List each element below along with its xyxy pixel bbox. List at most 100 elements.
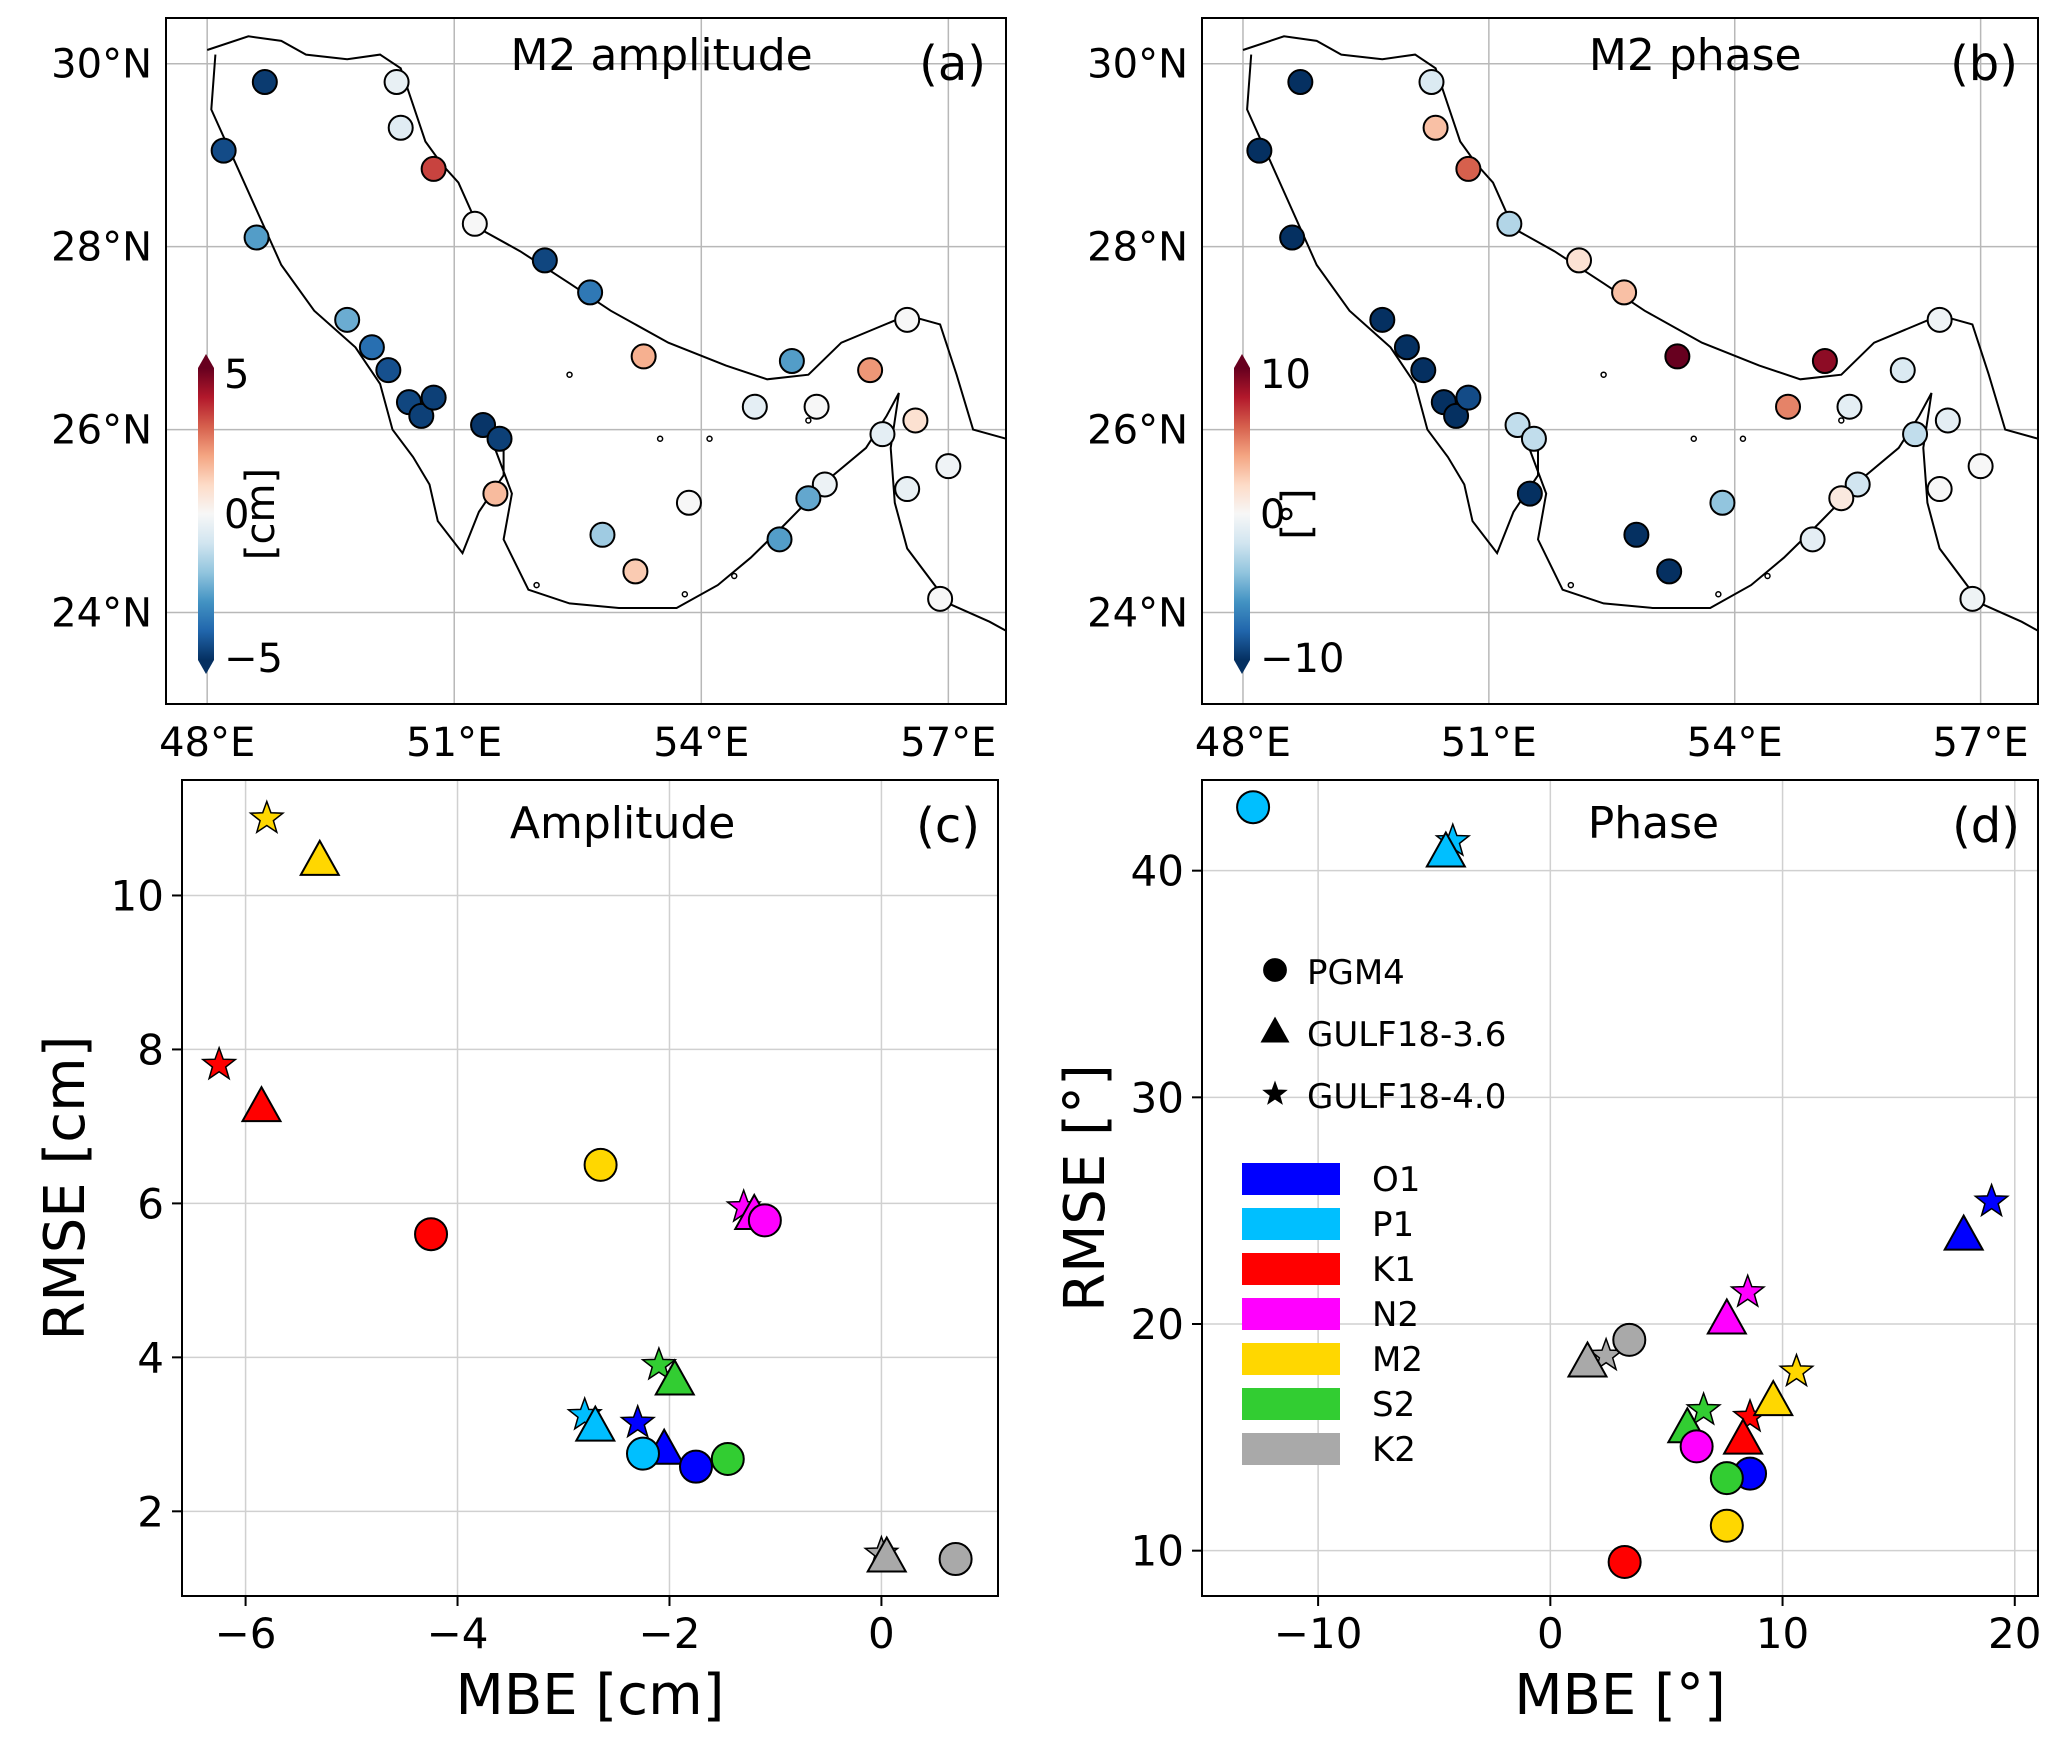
station-marker <box>420 155 447 182</box>
station-marker <box>461 210 488 237</box>
lat-tick-label: 28°N <box>51 225 152 271</box>
coastline-south <box>210 54 1007 632</box>
panel-label: (a) <box>919 36 986 92</box>
x-axis-label: MBE [cm] <box>456 1663 725 1728</box>
marker-m2-gulf18-4-0 <box>1778 1352 1815 1388</box>
marker-s2-pgm4 <box>710 1441 745 1476</box>
lat-tick-label: 26°N <box>51 408 152 454</box>
marker-m2-gulf18-3-6 <box>299 838 341 876</box>
station-marker <box>1709 489 1736 516</box>
scatter-panel-d: −10 0 10 20 10 20 30 40 Phase (d) MBE [°] RMSE [°] P… <box>1053 779 2042 1728</box>
station-marker <box>766 526 793 553</box>
island <box>566 371 573 378</box>
station-marker <box>1926 476 1953 503</box>
lon-tick-label: 57°E <box>900 720 996 766</box>
marker-m2-pgm4 <box>1709 1508 1744 1543</box>
map-panel-b: 30°N 28°N 26°N 24°N 48°E 51°E 54°E 57°E M2 phase… <box>1087 17 2039 766</box>
lon-tick-label: 54°E <box>653 720 749 766</box>
station-marker <box>1516 480 1543 507</box>
lon-tick-label: 48°E <box>159 720 255 766</box>
coastline-south <box>1246 54 2039 632</box>
island <box>533 581 540 589</box>
island <box>1690 435 1698 442</box>
marker-k1-gulf18-3-6 <box>240 1085 283 1123</box>
marker-p1-pgm4 <box>1236 790 1271 825</box>
marker-o1-pgm4 <box>678 1449 713 1484</box>
legend-label-k1: K1 <box>1372 1250 1416 1290</box>
station-marker <box>482 480 509 507</box>
colorbar-min-label: −5 <box>224 636 283 682</box>
lon-tick-label: 51°E <box>406 720 502 766</box>
station-marker <box>1828 485 1855 512</box>
colorbar-max-label: 10 <box>1260 352 1311 398</box>
marker-s2-gulf18-3-6 <box>654 1358 696 1396</box>
x-tick-label: 0 <box>1537 1609 1564 1658</box>
island <box>681 590 689 598</box>
station-marker <box>1811 348 1838 374</box>
station-marker <box>927 585 954 612</box>
lat-tick-label: 30°N <box>1087 42 1188 88</box>
marker-m2-gulf18-3-6 <box>1752 1379 1794 1417</box>
station-marker <box>1566 247 1593 274</box>
map-background <box>1202 18 2038 704</box>
legend-label-n2: N2 <box>1372 1295 1419 1335</box>
station-marker <box>470 412 497 439</box>
x-tick-label: −6 <box>215 1609 277 1658</box>
station-marker <box>251 69 278 96</box>
station-marker <box>1496 210 1523 237</box>
panel-title: M2 phase <box>1589 30 1802 81</box>
station-marker <box>630 343 657 370</box>
y-tick-label: 20 <box>1131 1300 1184 1349</box>
colorbar-extend-min <box>1234 660 1250 674</box>
x-tick-label: −10 <box>1274 1609 1363 1658</box>
marker-p1-gulf18-3-6 <box>574 1404 617 1442</box>
station-marker <box>622 558 649 585</box>
marker-n2-gulf18-4-0 <box>1729 1273 1766 1308</box>
panel-title: Phase <box>1588 798 1719 849</box>
colorbar-extend-min <box>198 660 214 674</box>
marker-n2-pgm4 <box>747 1203 782 1238</box>
station-marker <box>420 384 447 411</box>
legend-label-s2: S2 <box>1372 1385 1415 1425</box>
legend-swatch-s2 <box>1242 1388 1340 1420</box>
station-marker <box>1422 114 1449 141</box>
station-marker <box>795 485 822 512</box>
marker-p1-gulf18-3-6 <box>1425 830 1467 868</box>
y-tick-label: 4 <box>137 1333 164 1382</box>
marker-o1-gulf18-4-0 <box>619 1403 656 1439</box>
station-marker <box>387 114 414 141</box>
panel-label: (c) <box>916 798 980 854</box>
map-frame <box>165 17 1007 705</box>
station-marker <box>1455 155 1482 182</box>
panel-label: (b) <box>1950 36 2018 92</box>
colorbar-max-label: 5 <box>224 352 249 398</box>
station-marker <box>383 69 410 96</box>
colorbar-label: [cm] <box>238 468 284 560</box>
map-frame <box>1201 17 2039 705</box>
map-background <box>166 18 1006 704</box>
colorbar-mid-label: 0 <box>1260 492 1285 538</box>
x-tick-label: 10 <box>1756 1609 1809 1658</box>
legend-swatch-p1 <box>1242 1208 1340 1240</box>
station-marker <box>1418 69 1445 96</box>
marker-k1-gulf18-3-6 <box>1722 1417 1764 1455</box>
y-tick-label: 6 <box>137 1179 164 1228</box>
station-marker <box>1889 357 1916 384</box>
station-marker <box>1926 306 1953 333</box>
y-tick-label: 10 <box>111 871 164 920</box>
station-marker <box>1455 384 1482 411</box>
x-tick-label: 0 <box>868 1609 895 1658</box>
station-marker <box>210 137 237 164</box>
lon-tick-label: 54°E <box>1687 720 1783 766</box>
colorbar-mid-label: 0 <box>224 492 249 538</box>
marker-o1-gulf18-4-0 <box>1973 1182 2010 1218</box>
island <box>1739 435 1747 442</box>
legend-swatch-m2 <box>1242 1343 1340 1375</box>
lat-tick-label: 28°N <box>1087 225 1188 271</box>
marker-s2-gulf18-4-0 <box>640 1345 678 1381</box>
legend-swatch-k2 <box>1242 1433 1340 1465</box>
legend-label-p1: P1 <box>1372 1205 1414 1245</box>
station-marker <box>589 521 616 548</box>
legend-label-k2: K2 <box>1372 1430 1416 1470</box>
station-marker <box>1369 306 1396 333</box>
